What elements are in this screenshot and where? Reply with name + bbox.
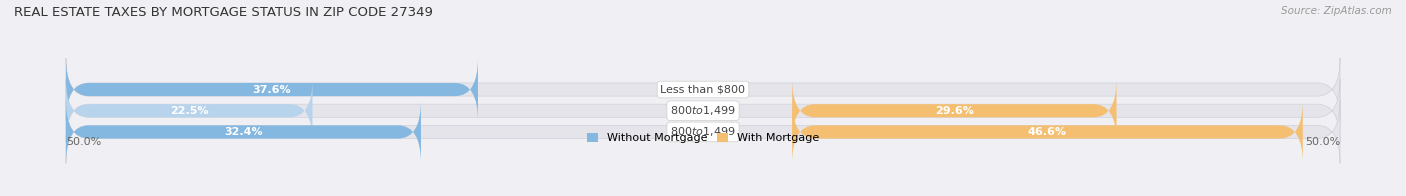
FancyBboxPatch shape — [66, 58, 478, 121]
Text: 50.0%: 50.0% — [1305, 137, 1340, 147]
FancyBboxPatch shape — [792, 100, 1303, 163]
FancyBboxPatch shape — [66, 79, 312, 142]
Text: 29.6%: 29.6% — [935, 106, 974, 116]
Legend: Without Mortgage, With Mortgage: Without Mortgage, With Mortgage — [582, 128, 824, 148]
Text: $800 to $1,499: $800 to $1,499 — [671, 125, 735, 138]
FancyBboxPatch shape — [66, 100, 420, 163]
FancyBboxPatch shape — [792, 79, 1116, 142]
Text: REAL ESTATE TAXES BY MORTGAGE STATUS IN ZIP CODE 27349: REAL ESTATE TAXES BY MORTGAGE STATUS IN … — [14, 6, 433, 19]
Text: 32.4%: 32.4% — [224, 127, 263, 137]
FancyBboxPatch shape — [66, 100, 1340, 163]
FancyBboxPatch shape — [66, 79, 1340, 142]
Text: 37.6%: 37.6% — [253, 84, 291, 94]
Text: $800 to $1,499: $800 to $1,499 — [671, 104, 735, 117]
Text: 22.5%: 22.5% — [170, 106, 208, 116]
Text: 46.6%: 46.6% — [1028, 127, 1067, 137]
FancyBboxPatch shape — [66, 58, 1340, 121]
Text: 50.0%: 50.0% — [66, 137, 101, 147]
Text: Source: ZipAtlas.com: Source: ZipAtlas.com — [1281, 6, 1392, 16]
Text: Less than $800: Less than $800 — [661, 84, 745, 94]
